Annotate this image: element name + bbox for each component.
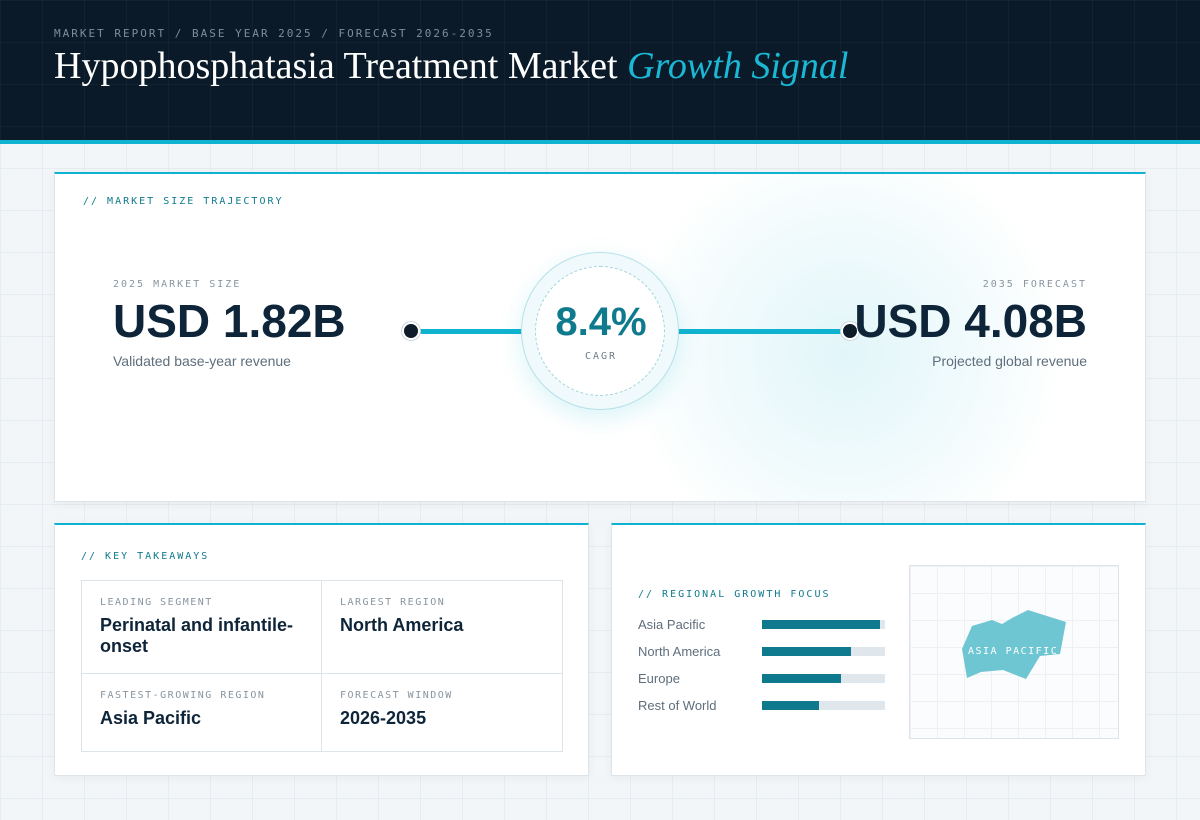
trajectory-section-label: // MARKET SIZE TRAJECTORY [83, 196, 284, 207]
cagr-badge-inner: 8.4% CAGR [535, 266, 665, 396]
end-point-marker [841, 322, 859, 340]
page-title-main: Hypophosphatasia Treatment Market [54, 45, 618, 87]
takeaway-value: 2026-2035 [340, 708, 427, 728]
regional-section-label: // REGIONAL GROWTH FOCUS [638, 589, 831, 600]
region-bar-track [762, 620, 885, 629]
takeaways-grid: LEADING SEGMENT Perinatal and infantile-… [81, 580, 563, 752]
takeaway-fastest-growing-region: FASTEST-GROWING REGION Asia Pacific [82, 674, 322, 767]
page-title-accent: Growth Signal [627, 45, 849, 87]
start-market-value: USD 1.82B [113, 295, 346, 347]
region-name: Rest of World [638, 698, 717, 713]
region-bar-track [762, 701, 885, 710]
region-bar-fill [762, 620, 881, 629]
forecast-caption: Projected global revenue [932, 353, 1087, 369]
market-size-trajectory-card: // MARKET SIZE TRAJECTORY 2025 MARKET SI… [54, 172, 1146, 502]
takeaway-leading-segment: LEADING SEGMENT Perinatal and infantile-… [82, 581, 322, 674]
page-title: Hypophosphatasia Treatment Market Growth… [54, 44, 848, 88]
takeaway-key: FASTEST-GROWING REGION [100, 690, 266, 701]
takeaway-key: LARGEST REGION [340, 597, 446, 608]
takeaway-largest-region: LARGEST REGION North America [322, 581, 562, 674]
cagr-badge: 8.4% CAGR [521, 252, 679, 410]
cagr-label: CAGR [584, 351, 618, 362]
region-bar-fill [762, 647, 851, 656]
takeaway-value: North America [340, 615, 464, 635]
takeaways-section-label: // KEY TAKEAWAYS [81, 551, 210, 562]
grid-divider-vertical [321, 581, 322, 751]
takeaway-value: Asia Pacific [100, 708, 202, 728]
region-name: North America [638, 644, 721, 659]
region-bar-fill [762, 701, 819, 710]
report-header: MARKET REPORT / BASE YEAR 2025 / FORECAS… [0, 0, 1200, 144]
region-map: ASIA PACIFIC [909, 565, 1119, 739]
region-bar-fill [762, 674, 841, 683]
forecast-market-value: USD 4.08B [854, 295, 1087, 347]
start-point-marker [402, 322, 420, 340]
cagr-value: 8.4% [555, 300, 647, 344]
start-year-label: 2025 MARKET SIZE [113, 279, 242, 290]
key-takeaways-card: // KEY TAKEAWAYS LEADING SEGMENT Perinat… [54, 523, 589, 776]
region-bar-track [762, 674, 885, 683]
takeaway-key: FORECAST WINDOW [340, 690, 453, 701]
regional-growth-card: // REGIONAL GROWTH FOCUS Asia Pacific No… [611, 523, 1146, 776]
region-name: Asia Pacific [638, 617, 706, 632]
asia-pacific-map-shape [962, 610, 1066, 679]
takeaway-key: LEADING SEGMENT [100, 597, 213, 608]
takeaway-forecast-window: FORECAST WINDOW 2026-2035 [322, 674, 562, 767]
forecast-year-label: 2035 FORECAST [982, 279, 1087, 290]
map-region-label: ASIA PACIFIC [968, 646, 1059, 657]
report-eyebrow: MARKET REPORT / BASE YEAR 2025 / FORECAS… [54, 27, 494, 40]
takeaway-value: Perinatal and infantile-onset [100, 615, 294, 656]
region-bar-track [762, 647, 885, 656]
start-caption: Validated base-year revenue [113, 353, 291, 369]
grid-divider-horizontal [82, 673, 562, 674]
region-name: Europe [638, 671, 680, 686]
